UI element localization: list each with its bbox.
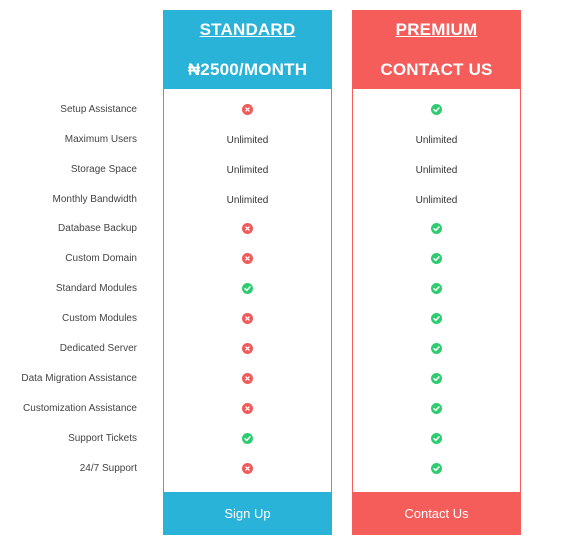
feature-value-cell (164, 96, 331, 126)
feature-value-cell: Unlimited (164, 186, 331, 216)
feature-value-cell (164, 245, 331, 275)
plan-name: PREMIUM (395, 20, 478, 39)
feature-value-cell (353, 455, 520, 485)
plan-price: ₦2500/MONTH (187, 60, 308, 79)
x-circle-icon (242, 372, 253, 384)
plan-card-premium: PREMIUM CONTACT US Unlimited Unlimited Unl… (352, 10, 521, 535)
check-circle-icon (431, 282, 442, 294)
feature-value-cell: Unlimited (353, 186, 520, 216)
feature-label: Database Backup (58, 223, 137, 234)
check-circle-icon (242, 282, 253, 294)
feature-label: Support Tickets (68, 433, 137, 444)
check-circle-icon (431, 103, 442, 115)
feature-value-text: Unlimited (226, 165, 269, 176)
x-circle-icon (242, 462, 253, 474)
feature-value-cell (164, 335, 331, 365)
x-circle-icon (242, 402, 253, 414)
feature-value-cell (164, 425, 331, 455)
plan-price: CONTACT US (380, 60, 493, 79)
check-circle-icon (431, 312, 442, 324)
feature-label: Standard Modules (55, 283, 137, 294)
plan-card-standard: STANDARD ₦2500/MONTH Unlimited Unlimited U… (163, 10, 332, 535)
x-circle-icon (242, 103, 253, 115)
feature-value-cell (353, 245, 520, 275)
x-circle-icon (242, 252, 253, 264)
check-circle-icon (431, 462, 442, 474)
plan-name: STANDARD (199, 20, 296, 39)
feature-label: Maximum Users (64, 134, 137, 145)
feature-label: 24/7 Support (79, 463, 137, 474)
feature-label: Setup Assistance (60, 104, 137, 115)
feature-value-cell (164, 215, 331, 245)
feature-value-cell (164, 455, 331, 485)
feature-value-text: Unlimited (415, 135, 458, 146)
feature-value-cell (353, 305, 520, 335)
feature-label: Custom Domain (65, 253, 137, 264)
feature-value-cell (353, 395, 520, 425)
check-circle-icon (431, 402, 442, 414)
feature-value-cell (353, 275, 520, 305)
plan-header: STANDARD ₦2500/MONTH (163, 10, 332, 89)
check-circle-icon (431, 432, 442, 444)
feature-value-cell (164, 395, 331, 425)
contact-us-button[interactable]: Contact Us (352, 492, 521, 535)
check-circle-icon (242, 432, 253, 444)
feature-value-text: Unlimited (415, 165, 458, 176)
feature-value-cell (353, 335, 520, 365)
feature-value-cell (164, 365, 331, 395)
feature-value-cell: Unlimited (164, 126, 331, 156)
feature-value-cell (353, 365, 520, 395)
check-circle-icon (431, 222, 442, 234)
feature-value-text: Unlimited (226, 195, 269, 206)
feature-label: Data Migration Assistance (21, 373, 137, 384)
feature-value-text: Unlimited (415, 195, 458, 206)
plan-header: PREMIUM CONTACT US (352, 10, 521, 89)
check-circle-icon (431, 252, 442, 264)
feature-value-cell (164, 275, 331, 305)
x-circle-icon (242, 222, 253, 234)
feature-value-cell (164, 305, 331, 335)
feature-value-cell: Unlimited (353, 156, 520, 186)
feature-value-cell (353, 215, 520, 245)
feature-value-cell: Unlimited (353, 126, 520, 156)
feature-value-cell (353, 96, 520, 126)
check-circle-icon (431, 342, 442, 354)
feature-label: Dedicated Server (59, 343, 137, 354)
feature-label: Custom Modules (61, 313, 137, 324)
x-circle-icon (242, 312, 253, 324)
feature-value-text: Unlimited (226, 135, 269, 146)
check-circle-icon (431, 372, 442, 384)
sign-up-button[interactable]: Sign Up (163, 492, 332, 535)
feature-value-cell (353, 425, 520, 455)
feature-label: Monthly Bandwidth (52, 194, 138, 205)
feature-label: Storage Space (70, 164, 137, 175)
feature-label: Customization Assistance (23, 403, 137, 414)
feature-value-cell: Unlimited (164, 156, 331, 186)
x-circle-icon (242, 342, 253, 354)
